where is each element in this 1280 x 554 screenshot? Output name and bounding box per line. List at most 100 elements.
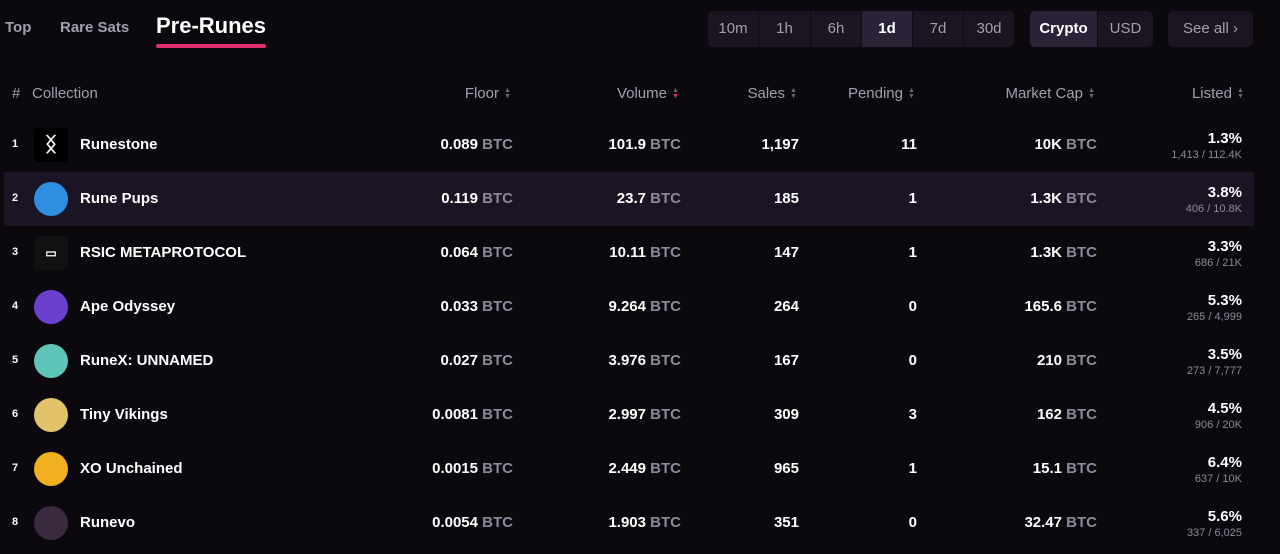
listed: 5.3% 265 / 4,999	[1187, 292, 1242, 326]
see-all-button[interactable]: See all ›	[1168, 11, 1253, 47]
listed-percent: 1.3%	[1207, 130, 1242, 147]
tab-top[interactable]: Top	[5, 19, 32, 36]
pending: 0	[908, 352, 917, 369]
sales: 351	[773, 514, 799, 531]
unit-label: BTC	[482, 406, 513, 423]
listed-percent: 3.3%	[1207, 238, 1242, 255]
listed-percent: 6.4%	[1207, 454, 1242, 471]
collection-name[interactable]: RuneX: UNNAMED	[80, 352, 214, 369]
range-1h[interactable]: 1h	[759, 11, 811, 47]
table-row[interactable]: 8 Runevo 0.0054 BTC 1.903 BTC 351 0 32.47 BTC 5…	[4, 496, 1254, 550]
volume: 2.997 BTC	[608, 406, 681, 423]
header-listed[interactable]: Listed ▲ ▼	[1192, 85, 1245, 102]
unit-label: BTC	[650, 406, 681, 423]
table-row[interactable]: 6 Tiny Vikings 0.0081 BTC 2.997 BTC 309 3 162 …	[4, 388, 1254, 442]
collection-name[interactable]: Runestone	[80, 136, 158, 153]
header-pending[interactable]: Pending ▲ ▼	[848, 85, 916, 102]
pending: 0	[908, 514, 917, 531]
listed: 3.5% 273 / 7,777	[1187, 346, 1242, 380]
listed-detail: 686 / 21K	[1194, 257, 1242, 269]
volume: 23.7 BTC	[617, 190, 681, 207]
floor: 0.0054 BTC	[432, 514, 513, 531]
floor-value: 0.0015	[432, 460, 478, 477]
listed-detail: 406 / 10.8K	[1185, 203, 1242, 215]
collection-name[interactable]: XO Unchained	[80, 460, 183, 477]
range-30d[interactable]: 30d	[976, 20, 1002, 37]
market-cap-value: 165.6	[1024, 298, 1062, 315]
table-row[interactable]: 2 Rune Pups 0.119 BTC 23.7 BTC 185 1 1.3K BTC 3…	[4, 172, 1254, 226]
listed-detail: 637 / 10K	[1194, 473, 1242, 485]
currency-crypto[interactable]: Crypto	[1030, 11, 1098, 47]
pending: 1	[908, 460, 917, 477]
range-6h[interactable]: 6h	[811, 11, 862, 47]
sort-icon: ▲ ▼	[504, 87, 511, 101]
volume-value: 101.9	[608, 136, 646, 153]
header-floor[interactable]: Floor ▲ ▼	[465, 85, 512, 102]
table-row[interactable]: 5 RuneX: UNNAMED 0.027 BTC 3.976 BTC 167 0 210…	[4, 334, 1254, 388]
unit-label: BTC	[482, 136, 513, 153]
collection-name[interactable]: Ape Odyssey	[80, 298, 176, 315]
header-market-cap[interactable]: Market Cap ▲ ▼	[1005, 85, 1096, 102]
floor: 0.0081 BTC	[432, 406, 513, 423]
unit-label: BTC	[1066, 190, 1097, 207]
unit-label: BTC	[482, 460, 513, 477]
listed-percent: 5.6%	[1207, 508, 1242, 525]
table-row[interactable]: 4 Ape Odyssey 0.033 BTC 9.264 BTC 264 0 165.6 …	[4, 280, 1254, 334]
unit-label: BTC	[650, 190, 681, 207]
collection-avatar	[34, 506, 68, 540]
collection-name[interactable]: Runevo	[80, 514, 136, 531]
sales: 147	[773, 244, 799, 261]
listed-percent: 4.5%	[1207, 400, 1242, 417]
range-7d[interactable]: 7d	[913, 11, 964, 47]
pending: 1	[908, 244, 917, 261]
chevron-right-icon: ›	[1233, 20, 1239, 37]
header-volume[interactable]: Volume ▲ ▼	[617, 85, 680, 102]
listed-detail: 906 / 20K	[1194, 419, 1242, 431]
collection-name[interactable]: RSIC METAPROTOCOL	[80, 244, 247, 261]
unit-label: BTC	[1066, 406, 1097, 423]
sales: 185	[773, 190, 799, 207]
table-row[interactable]: 3 ▭ RSIC METAPROTOCOL 0.064 BTC 10.11 BTC 147…	[4, 226, 1254, 280]
rank: 5	[12, 354, 19, 366]
rank: 4	[12, 300, 19, 312]
listed: 6.4% 637 / 10K	[1195, 454, 1242, 488]
range-1d[interactable]: 1d	[862, 11, 913, 47]
floor: 0.119 BTC	[441, 190, 513, 207]
unit-label: BTC	[650, 460, 681, 477]
collection-name[interactable]: Tiny Vikings	[80, 406, 168, 423]
listed-percent: 3.8%	[1207, 184, 1242, 201]
volume: 10.11 BTC	[609, 244, 681, 261]
collection-name[interactable]: Rune Pups	[80, 190, 159, 207]
collection-avatar: ▭	[34, 236, 68, 270]
range-10m[interactable]: 10m	[708, 11, 759, 47]
floor-value: 0.119	[441, 190, 478, 207]
header-listed-label: Listed	[1191, 85, 1232, 102]
volume: 1.903 BTC	[608, 514, 681, 531]
unit-label: BTC	[482, 352, 513, 369]
floor-value: 0.033	[440, 298, 478, 315]
see-all-text: See all	[1182, 20, 1229, 37]
table-row[interactable]: 7 XO Unchained 0.0015 BTC 2.449 BTC 965 1 15.1…	[4, 442, 1254, 496]
see-all-label[interactable]: See all ›	[1168, 11, 1253, 47]
unit-label: BTC	[482, 514, 513, 531]
pending: 3	[908, 406, 917, 423]
table-row[interactable]: 1 ᛝ Runestone 0.089 BTC 101.9 BTC 1,197 11 10K …	[4, 118, 1254, 172]
header-sales[interactable]: Sales ▲ ▼	[747, 85, 798, 102]
currency-usd[interactable]: USD	[1109, 20, 1142, 37]
collection-avatar	[34, 182, 68, 216]
tab-rare-sats[interactable]: Rare Sats	[60, 19, 130, 36]
unit-label: BTC	[650, 298, 681, 315]
market-cap: 1.3K BTC	[1030, 190, 1097, 207]
listed: 3.3% 686 / 21K	[1195, 238, 1242, 272]
market-cap-value: 162	[1036, 406, 1062, 423]
listed: 1.3% 1,413 / 112.4K	[1171, 130, 1242, 164]
volume: 3.976 BTC	[608, 352, 681, 369]
floor: 0.089 BTC	[440, 136, 513, 153]
volume: 101.9 BTC	[608, 136, 681, 153]
floor: 0.064 BTC	[440, 244, 513, 261]
listed-detail: 265 / 4,999	[1186, 311, 1242, 323]
market-cap: 10K BTC	[1034, 136, 1097, 153]
unit-label: BTC	[482, 244, 513, 261]
tab-pre-runes[interactable]: Pre-Runes	[156, 13, 267, 48]
sales: 965	[773, 460, 799, 477]
